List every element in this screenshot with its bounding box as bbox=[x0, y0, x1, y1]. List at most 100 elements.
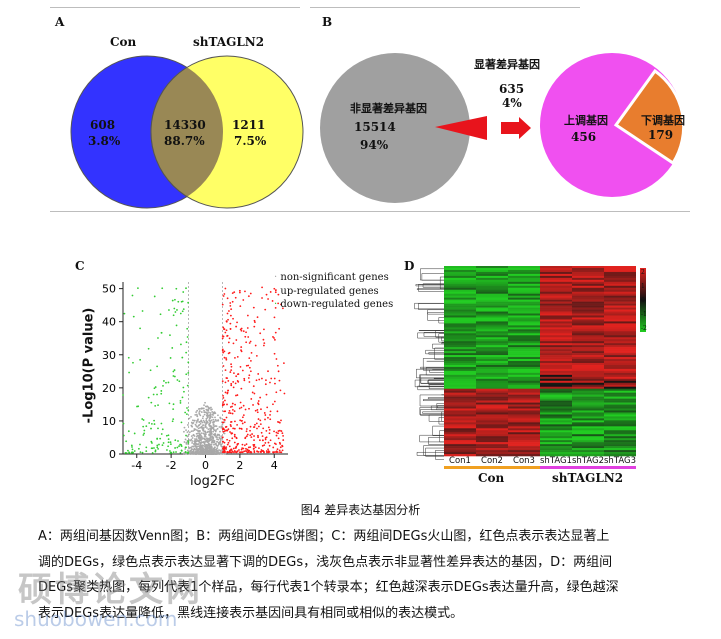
point-up bbox=[221, 337, 224, 340]
pie-down-count: 179 bbox=[648, 128, 674, 142]
point-up bbox=[249, 370, 252, 373]
heatmap-cell bbox=[508, 378, 540, 382]
heatmap-cell bbox=[540, 422, 572, 425]
point-up bbox=[229, 431, 231, 433]
heatmap-cell bbox=[444, 355, 476, 358]
point-up bbox=[269, 439, 272, 442]
heatmap-cell bbox=[540, 285, 572, 289]
point-up bbox=[243, 421, 246, 424]
heatmap-cell bbox=[476, 386, 508, 390]
point-up bbox=[265, 393, 268, 396]
heatmap-cell bbox=[604, 321, 636, 324]
point-nonsig bbox=[191, 419, 194, 422]
point-up bbox=[279, 446, 282, 449]
dendro-branch bbox=[432, 343, 444, 349]
heatmap-cell bbox=[572, 390, 604, 393]
heatmap-cell bbox=[444, 351, 476, 354]
heatmap-cell bbox=[540, 325, 572, 328]
point-up bbox=[232, 427, 235, 430]
heatmap-col-labels: Con1 Con2 Con3 shTAG1 shTAG2 shTAG3 bbox=[444, 456, 636, 466]
point-nonsig bbox=[185, 443, 188, 445]
heatmap-cell bbox=[540, 448, 572, 451]
heatmap-cell bbox=[444, 362, 476, 366]
point-nonsig bbox=[207, 409, 210, 412]
heatmap-cell bbox=[508, 368, 540, 372]
point-up bbox=[257, 400, 260, 402]
point-up bbox=[255, 354, 258, 357]
point-down bbox=[154, 404, 157, 407]
point-up bbox=[227, 318, 229, 321]
point-up bbox=[224, 369, 227, 372]
heatmap-cell bbox=[444, 448, 476, 451]
heatmap-cell bbox=[604, 402, 636, 405]
point-down bbox=[137, 447, 140, 450]
point-down bbox=[185, 351, 188, 354]
point-down bbox=[180, 443, 182, 446]
heatmap-cell bbox=[476, 368, 508, 372]
heatmap-cell bbox=[604, 426, 636, 429]
heatmap-cell bbox=[508, 440, 540, 443]
point-up bbox=[245, 443, 248, 446]
heatmap-cell bbox=[508, 289, 540, 293]
heatmap-cell bbox=[476, 325, 508, 328]
point-up bbox=[229, 328, 232, 330]
point-down bbox=[168, 402, 171, 405]
point-nonsig bbox=[199, 447, 202, 449]
heatmap-cell bbox=[604, 416, 636, 419]
point-up bbox=[236, 321, 238, 324]
point-up bbox=[247, 336, 250, 338]
point-up bbox=[231, 412, 234, 415]
point-down bbox=[142, 425, 145, 428]
point-nonsig bbox=[219, 439, 222, 441]
point-nonsig bbox=[193, 429, 196, 432]
point-up bbox=[263, 444, 266, 447]
heatmap-cell bbox=[604, 347, 636, 350]
point-up bbox=[234, 420, 236, 423]
heatmap-cell bbox=[444, 392, 476, 395]
point-up bbox=[264, 437, 267, 439]
heatmap-cell bbox=[540, 331, 572, 334]
heatmap-cell bbox=[508, 305, 540, 308]
heatmap-cell bbox=[508, 442, 540, 445]
point-up bbox=[229, 412, 232, 415]
heatmap-group-sh: shTAGLN2 bbox=[552, 471, 624, 485]
point-nonsig bbox=[223, 453, 226, 455]
heatmap-cell bbox=[476, 315, 508, 318]
point-up bbox=[280, 451, 283, 454]
point-down bbox=[152, 393, 155, 396]
heatmap-cell bbox=[444, 406, 476, 409]
heatmap-cell bbox=[508, 380, 540, 384]
point-up bbox=[278, 429, 281, 432]
heatmap-cell bbox=[572, 333, 604, 336]
point-up bbox=[223, 449, 226, 452]
heatmap-cell bbox=[508, 382, 540, 386]
point-up bbox=[275, 358, 278, 360]
point-nonsig bbox=[200, 411, 203, 413]
heatmap-cell bbox=[444, 452, 476, 455]
heatmap-cell bbox=[540, 396, 572, 399]
point-up bbox=[222, 394, 224, 397]
heatmap-cell bbox=[604, 335, 636, 338]
heatmap-cell bbox=[572, 452, 604, 455]
point-up bbox=[235, 339, 238, 341]
point-down bbox=[149, 369, 152, 372]
x-tick-label: 0 bbox=[202, 459, 209, 472]
point-up bbox=[262, 427, 265, 430]
heatmap-cell bbox=[476, 376, 508, 380]
point-up bbox=[267, 448, 269, 451]
heatmap-cell bbox=[508, 430, 540, 433]
point-nonsig bbox=[220, 425, 223, 428]
point-down bbox=[184, 451, 187, 454]
heatmap-cell bbox=[604, 353, 636, 356]
point-nonsig bbox=[202, 432, 205, 435]
point-nonsig bbox=[205, 422, 208, 425]
point-nonsig bbox=[202, 424, 204, 427]
point-up bbox=[277, 302, 280, 305]
point-up bbox=[245, 447, 247, 450]
heatmap-cell bbox=[540, 279, 572, 283]
heatmap-cell bbox=[508, 327, 540, 330]
heatmap-cell bbox=[444, 323, 476, 326]
point-up bbox=[275, 443, 277, 445]
heatmap-cell bbox=[508, 337, 540, 340]
heatmap-cell bbox=[604, 378, 636, 382]
